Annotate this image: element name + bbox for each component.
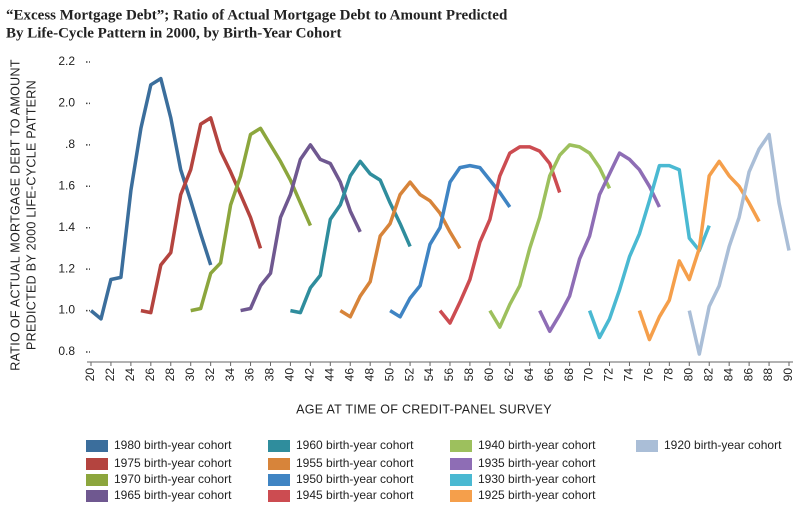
- x-tick-label: 42: [303, 368, 317, 382]
- y-tick-label: 1.6: [58, 178, 75, 192]
- legend-swatch: [86, 490, 108, 502]
- legend-swatch: [450, 440, 472, 452]
- series-line: [438, 145, 562, 325]
- legend-label: 1950 birth-year cohort: [296, 472, 414, 486]
- legend-label: 1975 birth-year cohort: [114, 456, 232, 470]
- y-tick-label: 2.2: [58, 54, 75, 68]
- legend-label: 1965 birth-year cohort: [114, 488, 232, 502]
- series-line: [637, 159, 761, 342]
- legend-swatch: [268, 440, 290, 452]
- x-tick-label: 32: [203, 368, 217, 382]
- x-tick-label: 88: [761, 368, 775, 382]
- x-tick-label: 22: [103, 368, 117, 382]
- x-tick-label: 40: [283, 368, 297, 382]
- x-tick-label: 26: [143, 368, 157, 382]
- x-tick-label: 52: [402, 368, 416, 382]
- x-tick-label: 70: [582, 368, 596, 382]
- x-tick-label: 34: [223, 368, 237, 382]
- x-tick-label: 56: [442, 368, 456, 382]
- x-tick-label: 82: [701, 368, 715, 382]
- legend-label: 1925 birth-year cohort: [478, 488, 596, 502]
- legend-label: 1930 birth-year cohort: [478, 472, 596, 486]
- x-tick-label: 74: [622, 368, 636, 382]
- x-tick-label: 72: [602, 368, 616, 382]
- x-tick-label: 62: [502, 368, 516, 382]
- series-line: [290, 159, 412, 315]
- legend-label: 1940 birth-year cohort: [478, 438, 596, 452]
- x-tick-label: 76: [642, 368, 656, 382]
- legend-swatch: [268, 490, 290, 502]
- x-tick-label: 20: [83, 368, 97, 382]
- series-line: [140, 116, 263, 315]
- legend-swatch: [450, 474, 472, 486]
- x-tick-label: 50: [382, 368, 396, 382]
- legend-label: 1980 birth-year cohort: [114, 438, 232, 452]
- x-tick-label: 64: [522, 368, 536, 382]
- chart-title: By Life-Cycle Pattern in 2000, by Birth-…: [6, 25, 342, 41]
- series-line: [389, 163, 512, 319]
- x-tick-label: 78: [662, 368, 676, 382]
- x-tick-label: 68: [562, 368, 576, 382]
- legend-swatch: [636, 440, 658, 452]
- x-tick-label: 84: [721, 368, 735, 382]
- x-tick-label: 48: [362, 368, 376, 382]
- series-line: [240, 143, 362, 313]
- x-tick-label: 80: [681, 368, 695, 382]
- legend-label: 1935 birth-year cohort: [478, 456, 596, 470]
- x-tick-label: 90: [781, 368, 795, 382]
- series-line: [538, 151, 661, 334]
- x-tick-label: 66: [542, 368, 556, 382]
- y-tick-label: 1.4: [58, 220, 75, 234]
- y-axis-label: RATIO OF ACTUAL MORTGAGE DEBT TO AMOUNT: [8, 59, 22, 371]
- legend-label: 1960 birth-year cohort: [296, 438, 414, 452]
- legend-swatch: [86, 474, 108, 486]
- series-line: [587, 163, 711, 340]
- x-tick-label: 44: [322, 368, 336, 382]
- y-tick-label: 1.2: [58, 261, 75, 275]
- legend-swatch: [86, 458, 108, 470]
- legend-swatch: [450, 458, 472, 470]
- x-tick-label: 86: [741, 368, 755, 382]
- y-tick-label: .8: [65, 137, 75, 151]
- legend-swatch: [450, 490, 472, 502]
- x-tick-label: 24: [123, 368, 137, 382]
- x-tick-label: 30: [183, 368, 197, 382]
- legend-label: 1920 birth-year cohort: [664, 438, 782, 452]
- legend-label: 1970 birth-year cohort: [114, 472, 232, 486]
- y-axis-label: PREDICTED BY 2000 LIFE-CYCLE PATTERN: [24, 80, 38, 350]
- series-line: [488, 143, 612, 329]
- x-tick-label: 54: [422, 368, 436, 382]
- x-tick-label: 46: [342, 368, 356, 382]
- legend-swatch: [268, 458, 290, 470]
- x-tick-label: 36: [243, 368, 257, 382]
- x-tick-label: 38: [263, 368, 277, 382]
- y-tick-label: 2.0: [58, 96, 75, 110]
- y-tick-label: 0.8: [58, 344, 75, 358]
- series-line: [190, 126, 313, 313]
- y-tick-label: 1.0: [58, 303, 75, 317]
- legend-swatch: [268, 474, 290, 486]
- legend-swatch: [86, 440, 108, 452]
- series-line: [687, 132, 791, 356]
- series-line: [89, 76, 213, 321]
- series-line: [339, 180, 462, 319]
- x-axis-label: AGE AT TIME OF CREDIT-PANEL SURVEY: [296, 402, 552, 416]
- legend-label: 1955 birth-year cohort: [296, 456, 414, 470]
- chart-title: “Excess Mortgage Debt”; Ratio of Actual …: [6, 7, 508, 23]
- x-tick-label: 28: [163, 368, 177, 382]
- x-tick-label: 60: [482, 368, 496, 382]
- x-tick-label: 58: [462, 368, 476, 382]
- legend-label: 1945 birth-year cohort: [296, 488, 414, 502]
